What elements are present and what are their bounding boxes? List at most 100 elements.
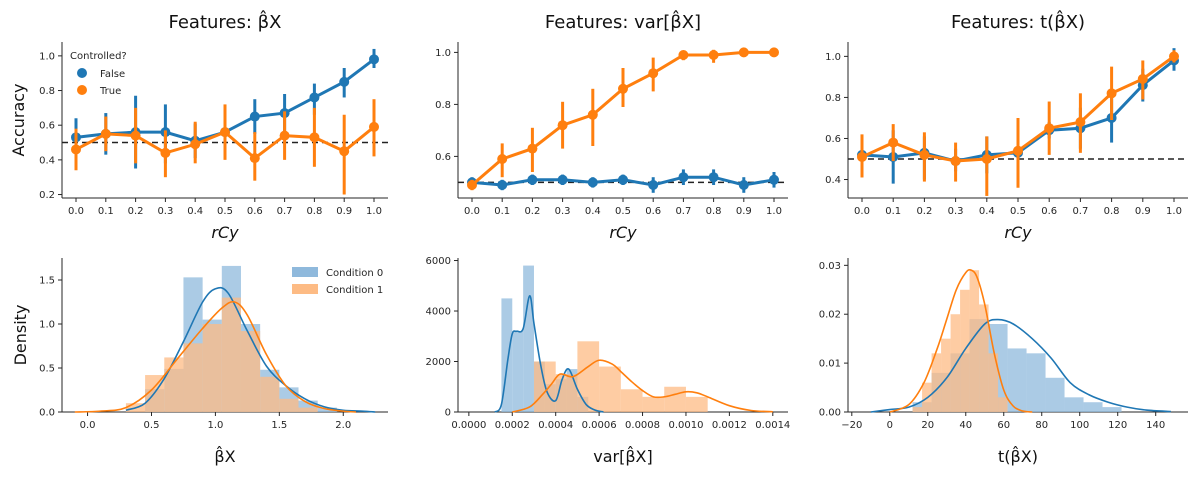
histogram-bar bbox=[1045, 377, 1065, 412]
x-tick-label: 0.5 bbox=[217, 206, 233, 217]
kde-curve-Condition-1 bbox=[889, 268, 1033, 413]
panel-title: Features: β̂X bbox=[168, 10, 281, 33]
histogram-bar bbox=[1102, 407, 1122, 412]
data-point bbox=[1013, 145, 1023, 156]
data-point bbox=[587, 109, 598, 120]
data-point bbox=[738, 47, 749, 58]
x-tick-label: 0.4 bbox=[979, 206, 995, 217]
y-tick-label: 0.02 bbox=[819, 310, 841, 321]
x-tick-label: 0.0010 bbox=[668, 420, 703, 431]
y-tick-label: 0.00 bbox=[819, 408, 841, 419]
histogram-bar bbox=[664, 386, 686, 412]
x-tick-label: 1.0 bbox=[766, 206, 782, 217]
y-tick-label: 0.2 bbox=[39, 190, 55, 201]
data-point bbox=[769, 47, 779, 58]
data-point bbox=[369, 121, 379, 132]
x-tick-label: 0.0008 bbox=[625, 420, 660, 431]
legend-label-false: False bbox=[100, 69, 125, 80]
x-tick-label: 0.0 bbox=[854, 206, 870, 217]
series-Condition-1 bbox=[533, 341, 708, 412]
data-point bbox=[527, 143, 538, 154]
kde-curve-Condition-1 bbox=[74, 300, 357, 413]
x-tick-label: 0.3 bbox=[948, 206, 964, 217]
y-tick-label: 1.0 bbox=[435, 48, 451, 59]
data-point bbox=[309, 132, 320, 143]
data-point bbox=[648, 68, 659, 79]
data-point bbox=[249, 111, 260, 122]
data-point bbox=[888, 137, 899, 148]
x-tick-label: 1.0 bbox=[366, 206, 382, 217]
y-tick-label: 0.0 bbox=[39, 408, 55, 419]
data-point bbox=[497, 154, 508, 164]
histogram-bar bbox=[950, 314, 961, 412]
histogram-bar bbox=[1083, 402, 1103, 412]
legend-label-true: True bbox=[99, 86, 121, 97]
x-tick-label: 0.1 bbox=[494, 206, 510, 217]
kde-curve-Condition-0 bbox=[870, 318, 1171, 413]
y-tick-label: 0.4 bbox=[825, 175, 841, 186]
data-point bbox=[1137, 73, 1148, 84]
x-tick-label: 0.7 bbox=[277, 206, 293, 217]
x-tick-label: 0.6 bbox=[247, 206, 263, 217]
y-tick-label: 0 bbox=[445, 408, 451, 419]
x-tick-label: 0.4 bbox=[187, 206, 203, 217]
data-point bbox=[618, 174, 628, 185]
x-tick-label: 1.0 bbox=[207, 420, 223, 431]
x-tick-label: 0.3 bbox=[555, 206, 571, 217]
data-point bbox=[981, 154, 992, 164]
histogram-bar bbox=[912, 407, 923, 412]
x-tick-label: 0.0000 bbox=[451, 420, 486, 431]
histogram-bar bbox=[577, 341, 600, 412]
x-tick-label: 0.3 bbox=[157, 206, 173, 217]
y-tick-label: 0.5 bbox=[39, 364, 55, 375]
series-False bbox=[467, 169, 779, 193]
data-point bbox=[587, 177, 598, 188]
histogram-bar bbox=[642, 396, 665, 412]
x-tick-label: 0.4 bbox=[585, 206, 601, 217]
x-tick-label: 0.7 bbox=[675, 206, 691, 217]
legend-swatch-condition-0 bbox=[292, 267, 318, 277]
data-point bbox=[738, 180, 749, 190]
histogram-bar bbox=[969, 270, 980, 412]
y-tick-label: 0.01 bbox=[819, 359, 841, 370]
histogram-bar bbox=[931, 353, 942, 412]
histogram-bar bbox=[501, 298, 513, 412]
x-tick-label: 0.0006 bbox=[582, 420, 617, 431]
y-tick-label: 0.6 bbox=[435, 152, 451, 163]
data-point bbox=[618, 83, 628, 94]
data-point bbox=[678, 172, 689, 183]
x-tick-label: 0.6 bbox=[645, 206, 661, 217]
data-point bbox=[100, 128, 111, 139]
legend-label-condition-1: Condition 1 bbox=[326, 285, 383, 296]
x-tick-label: 0.8 bbox=[1104, 206, 1120, 217]
x-tick-label: 0.6 bbox=[1041, 206, 1057, 217]
x-tick-label: 0.0012 bbox=[712, 420, 747, 431]
histogram-2: 0 2000 4000 6000 0.0000 0.0002 0.0004 0.0006 0.0… bbox=[426, 256, 791, 466]
x-tick-label: 0.1 bbox=[98, 206, 114, 217]
legend-marker-true bbox=[77, 85, 87, 95]
data-point bbox=[950, 156, 961, 167]
histogram-bar bbox=[1026, 353, 1046, 412]
y-tick-label: 6000 bbox=[426, 256, 451, 267]
histogram-bar bbox=[685, 396, 708, 412]
x-tick-label: 0.0 bbox=[68, 206, 84, 217]
x-tick-label: 0.2 bbox=[524, 206, 540, 217]
y-tick-label: 2000 bbox=[426, 357, 451, 368]
histogram-bar bbox=[202, 324, 222, 412]
y-tick-label: 1.5 bbox=[39, 276, 55, 287]
pointplot-2: 0.6 0.8 1.0 0.0 0.1 0.2 0.3 0.4 0.5 0.6 0.7 0.8 0.9 1… bbox=[435, 10, 788, 242]
x-tick-label: 0.2 bbox=[128, 206, 144, 217]
y-tick-label: 0.03 bbox=[819, 261, 841, 272]
y-tick-label: 1.0 bbox=[39, 320, 55, 331]
data-point bbox=[557, 120, 568, 131]
y-axis-label-accuracy: Accuracy bbox=[9, 83, 28, 156]
y-tick-label: 1.0 bbox=[39, 51, 55, 62]
histogram-3: 0.00 0.01 0.02 0.03 −20 0 20 40 60 80 100 120 140 t(β… bbox=[819, 258, 1188, 466]
legend-conditions: Condition 0 Condition 1 bbox=[292, 267, 383, 296]
panel-title: Features: var[β̂X] bbox=[545, 10, 701, 33]
y-tick-label: 0.6 bbox=[825, 134, 841, 145]
data-point bbox=[369, 54, 379, 65]
x-tick-label: 80 bbox=[1035, 420, 1048, 431]
data-point bbox=[708, 172, 719, 183]
x-tick-label: 1.5 bbox=[271, 420, 287, 431]
